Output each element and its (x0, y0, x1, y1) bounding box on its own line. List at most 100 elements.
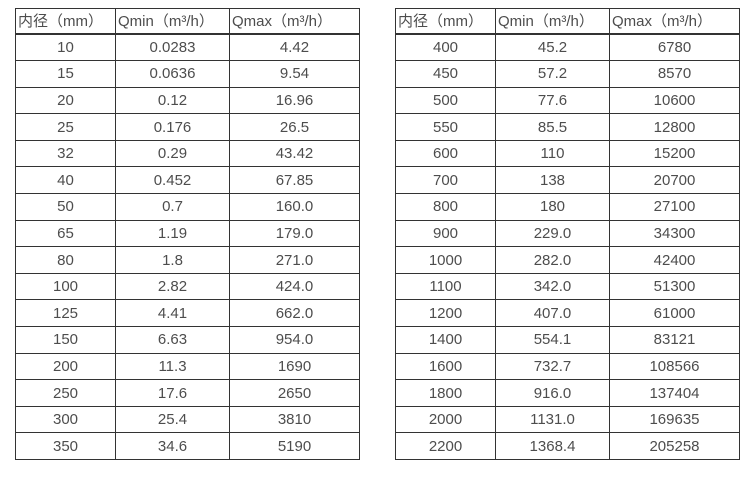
table-cell: 169635 (609, 405, 740, 434)
table-cell: 0.0283 (115, 33, 230, 62)
table-cell: 10600 (609, 86, 740, 115)
table-cell: 51300 (609, 272, 740, 301)
table-row: 250 17.6 2650 (15, 379, 360, 407)
table-cell: 61000 (609, 299, 740, 328)
column-header: 内径（mm） (395, 8, 496, 35)
table-row: 15 0.0636 9.54 (15, 60, 360, 88)
table-cell: 5190 (229, 432, 360, 460)
table-cell: 16.96 (229, 86, 360, 115)
table-cell: 0.176 (115, 113, 230, 141)
table-row: 50 0.7 160.0 (15, 193, 360, 221)
table-cell: 300 (15, 405, 116, 434)
table-cell: 1131.0 (495, 405, 610, 434)
table-cell: 900 (395, 219, 496, 248)
table-cell: 916.0 (495, 379, 610, 407)
table-row: 450 57.2 8570 (395, 60, 740, 88)
table-cell: 1400 (395, 326, 496, 354)
table-row: 1200 407.0 61000 (395, 299, 740, 328)
table-cell: 179.0 (229, 219, 360, 248)
table-cell: 67.85 (229, 166, 360, 195)
table-cell: 26.5 (229, 113, 360, 141)
table-cell: 205258 (609, 432, 740, 460)
table-cell: 34.6 (115, 432, 230, 460)
table-cell: 4.42 (229, 33, 360, 62)
table-cell: 12800 (609, 113, 740, 141)
table-cell: 342.0 (495, 272, 610, 301)
table-row: 1400 554.1 83121 (395, 326, 740, 354)
table-cell: 1.8 (115, 246, 230, 274)
table-row: 700 138 20700 (395, 166, 740, 195)
table-cell: 125 (15, 299, 116, 328)
table-cell: 85.5 (495, 113, 610, 141)
diameter-flow-tables: 内径（mm） Qmin（m³/h） Qmax（m³/h） 10 0.0283 4.42 1… (15, 8, 740, 460)
table-cell: 0.452 (115, 166, 230, 195)
table-cell: 600 (395, 139, 496, 168)
header-row: 内径（mm） Qmin（m³/h） Qmax（m³/h） (395, 8, 740, 35)
table-cell: 271.0 (229, 246, 360, 274)
table-row: 25 0.176 26.5 (15, 113, 360, 141)
table-cell: 2650 (229, 379, 360, 407)
table-row: 150 6.63 954.0 (15, 326, 360, 354)
table-cell: 57.2 (495, 60, 610, 88)
table-cell: 3810 (229, 405, 360, 434)
table-cell: 27100 (609, 193, 740, 221)
table-row: 100 2.82 424.0 (15, 272, 360, 301)
table-row: 1100 342.0 51300 (395, 272, 740, 301)
table-cell: 9.54 (229, 60, 360, 88)
table-cell: 17.6 (115, 379, 230, 407)
table-cell: 2200 (395, 432, 496, 460)
table-cell: 0.0636 (115, 60, 230, 88)
table-row: 125 4.41 662.0 (15, 299, 360, 328)
table-body: 400 45.2 6780 450 57.2 8570 500 77.6 10600 550 85.… (395, 33, 740, 460)
table-cell: 662.0 (229, 299, 360, 328)
table-row: 10 0.0283 4.42 (15, 33, 360, 62)
column-header: Qmin（m³/h） (115, 8, 230, 35)
table-cell: 0.12 (115, 86, 230, 115)
table-cell: 200 (15, 352, 116, 381)
table-cell: 25 (15, 113, 116, 141)
table-cell: 407.0 (495, 299, 610, 328)
table-cell: 1600 (395, 352, 496, 381)
table-row: 40 0.452 67.85 (15, 166, 360, 195)
table-row: 200 11.3 1690 (15, 352, 360, 381)
table-cell: 32 (15, 139, 116, 168)
table-cell: 554.1 (495, 326, 610, 354)
table-row: 1000 282.0 42400 (395, 246, 740, 274)
table-cell: 1800 (395, 379, 496, 407)
table-body: 10 0.0283 4.42 15 0.0636 9.54 20 0.12 16.96 25 0.1… (15, 33, 360, 460)
table-header: 内径（mm） Qmin（m³/h） Qmax（m³/h） (15, 8, 360, 35)
table-cell: 40 (15, 166, 116, 195)
table-cell: 6780 (609, 33, 740, 62)
table-cell: 11.3 (115, 352, 230, 381)
flow-table-right: 内径（mm） Qmin（m³/h） Qmax（m³/h） 400 45.2 6780 45… (395, 8, 740, 460)
table-row: 300 25.4 3810 (15, 405, 360, 434)
table-cell: 500 (395, 86, 496, 115)
table-cell: 6.63 (115, 326, 230, 354)
table-row: 1800 916.0 137404 (395, 379, 740, 407)
column-header: Qmax（m³/h） (229, 8, 360, 35)
table-row: 350 34.6 5190 (15, 432, 360, 460)
table-cell: 350 (15, 432, 116, 460)
table-cell: 108566 (609, 352, 740, 381)
table-header: 内径（mm） Qmin（m³/h） Qmax（m³/h） (395, 8, 740, 35)
table-cell: 450 (395, 60, 496, 88)
table-cell: 160.0 (229, 193, 360, 221)
table-cell: 45.2 (495, 33, 610, 62)
table-cell: 0.29 (115, 139, 230, 168)
table-cell: 180 (495, 193, 610, 221)
table-row: 65 1.19 179.0 (15, 219, 360, 248)
table-cell: 1690 (229, 352, 360, 381)
table-cell: 77.6 (495, 86, 610, 115)
table-cell: 1000 (395, 246, 496, 274)
table-cell: 20700 (609, 166, 740, 195)
table-cell: 25.4 (115, 405, 230, 434)
table-row: 900 229.0 34300 (395, 219, 740, 248)
table-cell: 65 (15, 219, 116, 248)
table-cell: 34300 (609, 219, 740, 248)
table-cell: 1100 (395, 272, 496, 301)
column-header: Qmax（m³/h） (609, 8, 740, 35)
table-cell: 43.42 (229, 139, 360, 168)
table-cell: 138 (495, 166, 610, 195)
table-cell: 4.41 (115, 299, 230, 328)
table-cell: 732.7 (495, 352, 610, 381)
